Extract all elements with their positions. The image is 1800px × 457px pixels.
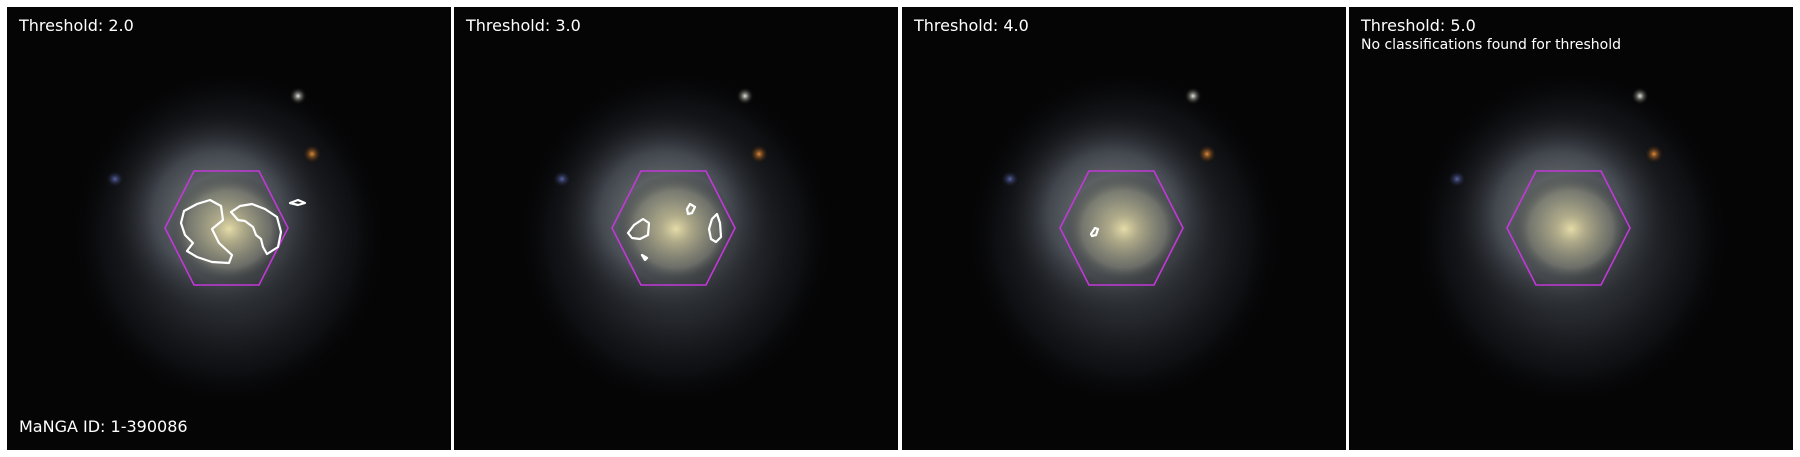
panel-threshold-4: Threshold: 4.0 [902,7,1346,450]
classification-contours [179,198,307,265]
hexagon-outline [1506,170,1631,286]
hexagon-outline [611,170,736,286]
galaxy-image [1349,7,1793,450]
panel-threshold-2: Threshold: 2.0 MaNGA ID: 1-390086 [7,7,451,450]
panel-threshold-5: Threshold: 5.0 No classifications found … [1349,7,1793,450]
classification-contours [1089,226,1100,238]
panel-title: Threshold: 2.0 [19,16,134,35]
manga-id-label: MaNGA ID: 1-390086 [19,417,188,436]
galaxy-image [902,7,1346,450]
hexagon-outline [1059,170,1184,286]
panel-title: Threshold: 3.0 [466,16,581,35]
classification-contours [626,202,723,262]
galaxy-image [7,7,451,450]
galaxy-image [454,7,898,450]
panel-title: Threshold: 5.0 [1361,16,1476,35]
no-classifications-message: No classifications found for threshold [1361,37,1621,53]
hexagon-outline [164,170,289,286]
panel-threshold-3: Threshold: 3.0 [454,7,898,450]
panel-title: Threshold: 4.0 [914,16,1029,35]
